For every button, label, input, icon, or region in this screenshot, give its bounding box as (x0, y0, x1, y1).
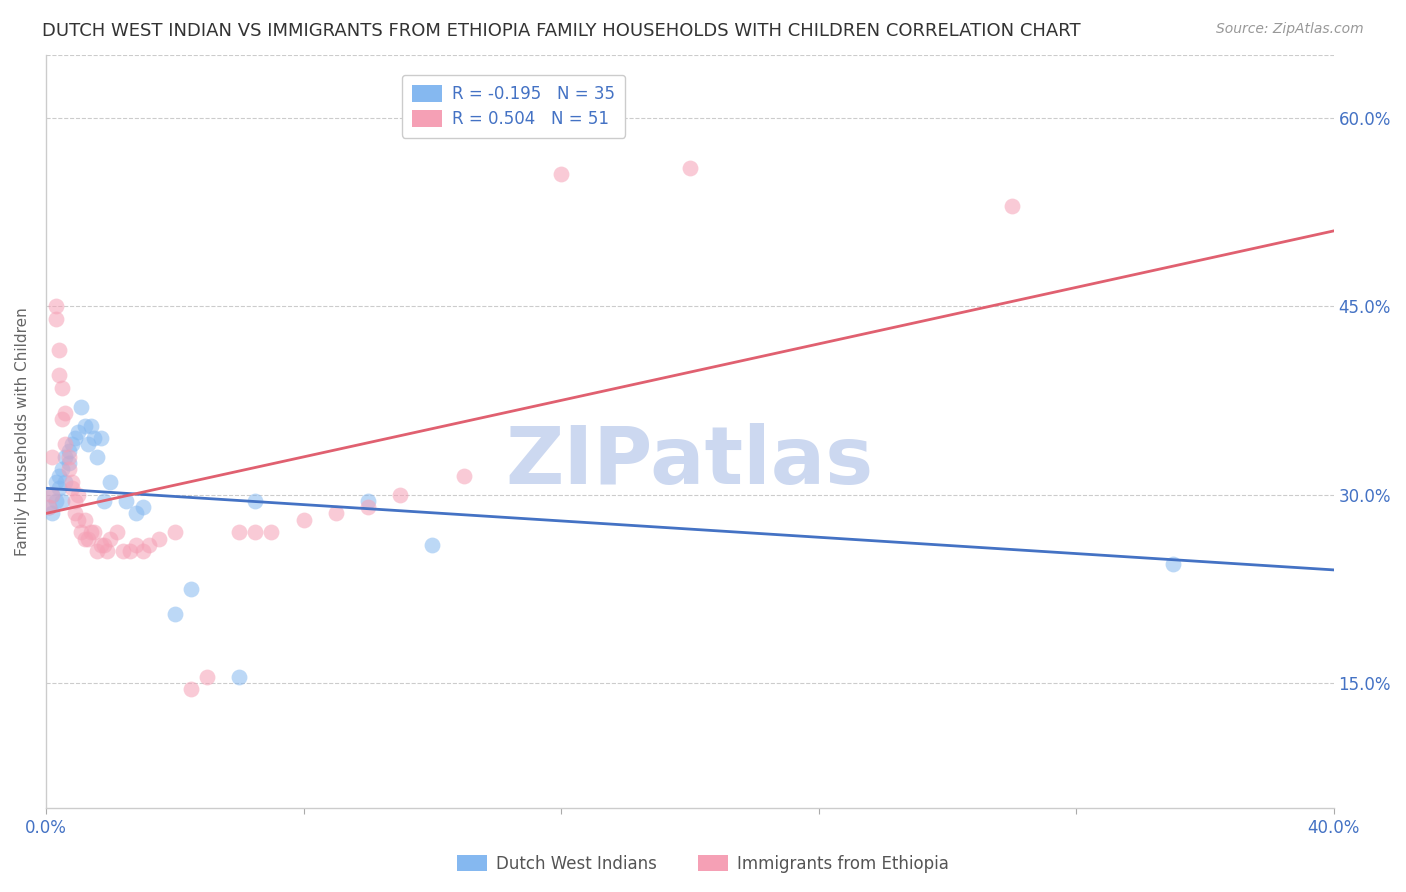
Legend: Dutch West Indians, Immigrants from Ethiopia: Dutch West Indians, Immigrants from Ethi… (451, 848, 955, 880)
Point (41, 487, 63, 501)
Point (195, 670, 218, 684)
Point (98, 532, 121, 546)
Point (76, 437, 98, 451)
Point (180, 582, 202, 596)
Point (38, 500, 60, 515)
Point (51, 381, 73, 395)
Point (45, 311, 67, 326)
Point (679, 161, 702, 175)
Point (60, 475, 83, 489)
Point (96, 544, 118, 558)
Point (98, 475, 121, 489)
Point (45, 475, 67, 489)
Point (93, 493, 115, 508)
Point (60, 481, 83, 495)
Point (53, 475, 76, 489)
Point (163, 525, 186, 540)
Point (51, 462, 73, 476)
Legend: R = -0.195   N = 35, R = 0.504   N = 51: R = -0.195 N = 35, R = 0.504 N = 51 (402, 75, 626, 137)
Point (58, 456, 80, 470)
Point (58, 443, 80, 458)
Point (63, 507, 86, 521)
Point (41, 507, 63, 521)
Point (260, 525, 283, 540)
Point (245, 525, 267, 540)
Point (58, 462, 80, 476)
Point (180, 682, 202, 697)
Point (138, 538, 160, 552)
Point (51, 493, 73, 508)
Text: DUTCH WEST INDIAN VS IMMIGRANTS FROM ETHIOPIA FAMILY HOUSEHOLDS WITH CHILDREN CO: DUTCH WEST INDIAN VS IMMIGRANTS FROM ETH… (42, 22, 1081, 40)
Point (45, 493, 67, 508)
Point (80, 525, 103, 540)
Point (90, 431, 112, 445)
Point (53, 406, 76, 420)
Point (48, 468, 70, 483)
Point (245, 493, 267, 508)
Point (118, 544, 141, 558)
Point (357, 500, 380, 515)
Point (292, 513, 315, 527)
Point (67, 513, 90, 527)
Point (357, 493, 380, 508)
Point (86, 450, 108, 464)
Point (125, 507, 148, 521)
Point (550, 168, 572, 182)
Point (45, 299, 67, 313)
Point (41, 450, 63, 464)
Point (93, 538, 115, 552)
Point (70, 400, 93, 414)
Point (105, 525, 128, 540)
Point (51, 412, 73, 426)
Point (63, 431, 86, 445)
Point (60, 437, 83, 451)
Point (48, 343, 70, 358)
Text: ZIPatlas: ZIPatlas (506, 423, 875, 501)
Point (76, 532, 98, 546)
Point (163, 607, 186, 621)
Point (67, 487, 90, 501)
Point (83, 431, 105, 445)
Point (53, 450, 76, 464)
Point (131, 500, 153, 515)
Point (70, 525, 93, 540)
Point (420, 538, 443, 552)
Point (115, 493, 138, 508)
Point (83, 525, 105, 540)
Point (80, 418, 103, 433)
Point (453, 468, 475, 483)
Point (48, 481, 70, 495)
Point (112, 544, 135, 558)
Point (73, 513, 96, 527)
Point (53, 437, 76, 451)
Point (86, 544, 108, 558)
Point (228, 670, 250, 684)
Point (228, 525, 250, 540)
Point (90, 538, 112, 552)
Point (63, 493, 86, 508)
Point (148, 532, 170, 546)
Y-axis label: Family Households with Children: Family Households with Children (15, 308, 30, 557)
Point (389, 487, 412, 501)
Point (73, 418, 96, 433)
Point (1001, 199, 1024, 213)
Point (325, 507, 347, 521)
Point (38, 500, 60, 515)
Point (1161, 557, 1184, 571)
Point (67, 425, 90, 439)
Point (41, 487, 63, 501)
Point (131, 544, 153, 558)
Text: Source: ZipAtlas.com: Source: ZipAtlas.com (1216, 22, 1364, 37)
Point (73, 532, 96, 546)
Point (48, 368, 70, 383)
Point (58, 450, 80, 464)
Point (125, 538, 148, 552)
